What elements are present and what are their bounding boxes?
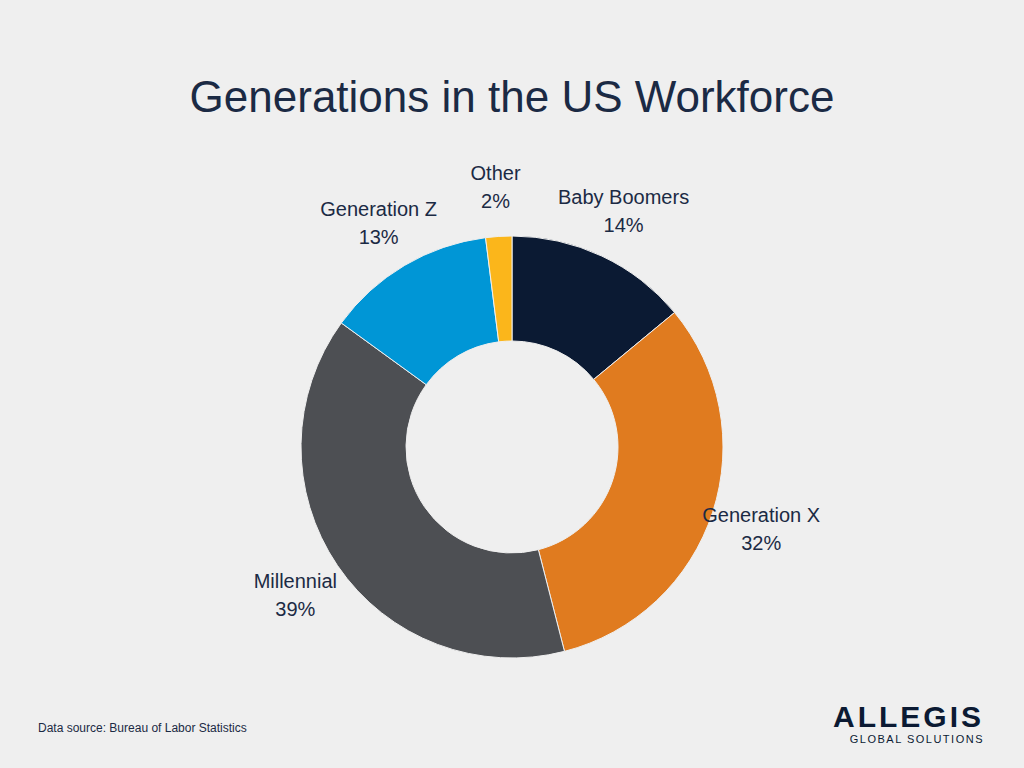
background (0, 0, 1024, 768)
labels: Baby Boomers 14% Generation X 32% Millennial… (254, 162, 820, 621)
slice (538, 313, 723, 652)
category-label: Generation Z (320, 197, 437, 219)
slice (486, 236, 512, 342)
category-label: Millennial (254, 570, 337, 592)
category-label: Other (471, 162, 521, 184)
data-label: 2% (481, 190, 510, 212)
donut (301, 236, 723, 658)
data-label: 39% (275, 598, 315, 620)
logo: ALLEGIS (833, 700, 984, 733)
chart: Generations in the US Workforce Baby Boom… (0, 0, 1024, 768)
data-label: 14% (604, 214, 644, 236)
slice (341, 238, 498, 385)
logo-tagline: GLOBAL SOLUTIONS (850, 733, 984, 745)
source-note: Data source: Bureau of Labor Statistics (38, 721, 247, 735)
category-label: Generation X (702, 504, 820, 526)
title: Generations in the US Workforce (190, 72, 835, 121)
data-label: 32% (741, 532, 781, 554)
category-label: Baby Boomers (558, 186, 689, 208)
data-label: 13% (359, 225, 399, 247)
